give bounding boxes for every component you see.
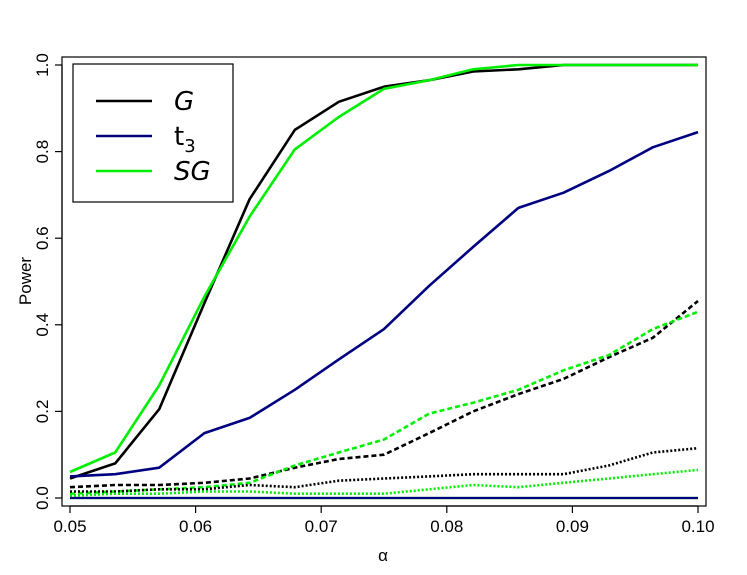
x-tick-label: 0.05 xyxy=(53,517,86,536)
x-tick-label: 0.07 xyxy=(305,517,338,536)
y-tick-label: 0.6 xyxy=(33,226,52,250)
legend-label-text: SG xyxy=(174,157,211,187)
legend-label-text: G xyxy=(174,87,194,117)
series-layer xyxy=(69,63,699,500)
legend-label-subscript: 3 xyxy=(184,136,195,157)
series-line-5 xyxy=(69,310,699,495)
legend-label-1: G xyxy=(174,87,194,117)
y-tick-label: 1.0 xyxy=(33,53,52,77)
x-tick-label: 0.10 xyxy=(681,517,714,536)
x-tick-label: 0.06 xyxy=(179,517,212,536)
legend-label-2: t3 xyxy=(174,122,196,157)
x-tick-label: 0.08 xyxy=(430,517,463,536)
axes-layer: Power α 0.05 0.06 0.07 0.08 0.09 0.10 0.0 0.2 0.… xyxy=(16,53,715,565)
series-line-3 xyxy=(69,130,699,478)
series-line-4 xyxy=(69,299,699,489)
legend-label-3: SG xyxy=(174,157,211,187)
y-tick-label: 0.4 xyxy=(33,313,52,337)
series-line-7 xyxy=(69,468,699,498)
x-tick-label: 0.09 xyxy=(556,517,589,536)
y-axis-label: Power xyxy=(16,257,35,306)
series-line-6 xyxy=(70,446,699,493)
x-axis-label: α xyxy=(378,546,388,565)
y-tick-label: 0.8 xyxy=(33,140,52,164)
legend-box xyxy=(72,63,234,203)
y-tick-label: 0.2 xyxy=(33,400,52,424)
legend-label-text: t xyxy=(174,122,184,152)
y-tick-label: 0.0 xyxy=(33,486,52,510)
series-line-2 xyxy=(69,63,698,474)
